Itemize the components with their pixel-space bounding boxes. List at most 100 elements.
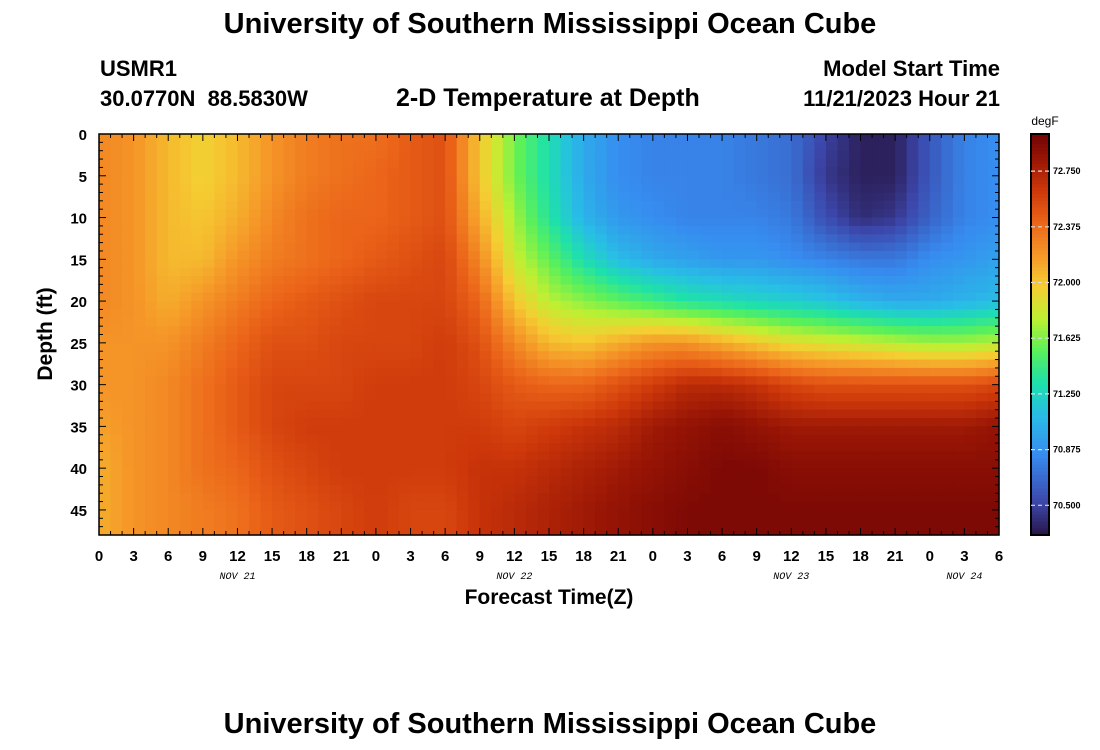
heatmap-cell — [699, 468, 712, 478]
heatmap-cell — [814, 509, 827, 519]
heatmap-cell — [675, 376, 689, 386]
heatmap-cell — [745, 242, 758, 252]
heatmap-cell — [145, 267, 158, 277]
heatmap-cell — [699, 459, 712, 469]
heatmap-cell — [283, 484, 296, 494]
heatmap-cell — [318, 326, 331, 336]
heatmap-cell — [514, 384, 527, 394]
heatmap-cell — [918, 367, 931, 377]
heatmap-cell — [756, 459, 769, 469]
heatmap-cell — [583, 418, 596, 427]
heatmap-cell — [202, 526, 215, 536]
heatmap-cell — [837, 493, 850, 503]
heatmap-cell — [895, 142, 908, 152]
heatmap-cell — [860, 292, 873, 302]
heatmap-cell — [814, 276, 827, 285]
heatmap-cell — [895, 159, 908, 169]
heatmap-cell — [445, 518, 458, 528]
heatmap-cell — [964, 209, 977, 219]
heatmap-cell — [687, 476, 700, 486]
heatmap-cell — [618, 384, 631, 394]
heatmap-cell — [306, 426, 319, 436]
heatmap-cell — [779, 451, 792, 461]
heatmap-cell — [260, 200, 273, 210]
heatmap-cell — [549, 209, 562, 219]
heatmap-cell — [145, 217, 158, 227]
heatmap-cell — [110, 234, 123, 244]
heatmap-cell — [860, 376, 873, 386]
heatmap-cell — [122, 217, 135, 227]
heatmap-cell — [422, 376, 435, 386]
heatmap-cell — [133, 392, 146, 402]
heatmap-cell — [629, 150, 642, 160]
heatmap-cell — [537, 200, 550, 210]
heatmap-cell — [906, 342, 919, 352]
heatmap-cell — [872, 501, 885, 511]
heatmap-cell — [756, 526, 769, 536]
heatmap-cell — [733, 468, 746, 478]
heatmap-cell — [156, 334, 169, 344]
heatmap-cell — [399, 376, 412, 386]
heatmap-cell — [941, 468, 954, 478]
heatmap-cell — [387, 292, 400, 302]
heatmap-cell — [929, 259, 942, 269]
heatmap-cell — [699, 150, 712, 160]
heatmap-cell — [156, 392, 169, 402]
heatmap-cell — [618, 309, 631, 319]
heatmap-cell — [364, 317, 377, 327]
heatmap-cell — [710, 134, 723, 143]
heatmap-cell — [456, 418, 469, 427]
heatmap-cell — [329, 267, 342, 277]
heatmap-cell — [168, 434, 181, 444]
heatmap-cell — [491, 526, 504, 536]
heatmap-cell — [145, 242, 158, 252]
heatmap-cell — [964, 392, 977, 402]
heatmap-cell — [410, 234, 423, 244]
heatmap-cell — [802, 142, 815, 152]
heatmap-cell — [433, 284, 446, 294]
heatmap-cell — [595, 426, 608, 436]
heatmap-cell — [214, 284, 227, 294]
heatmap-cell — [664, 217, 677, 227]
heatmap-cell — [652, 184, 665, 194]
heatmap-cell — [595, 468, 608, 478]
heatmap-cell — [560, 217, 573, 227]
heatmap-cell — [687, 301, 700, 311]
heatmap-cell — [745, 451, 758, 461]
colorbar-segment — [1031, 491, 1049, 496]
heatmap-cell — [468, 392, 481, 402]
heatmap-cell — [387, 234, 400, 244]
heatmap-cell — [110, 192, 123, 202]
heatmap-cell — [987, 426, 1000, 436]
heatmap-cell — [825, 426, 839, 436]
heatmap-cell — [768, 501, 781, 511]
heatmap-cell — [652, 209, 665, 219]
heatmap-cell — [433, 443, 446, 453]
heatmap-cell — [883, 175, 896, 185]
heatmap-cell — [906, 159, 919, 169]
heatmap-cell — [652, 309, 665, 319]
heatmap-cell — [456, 426, 469, 436]
heatmap-cell — [122, 518, 135, 528]
heatmap-cell — [987, 518, 1000, 528]
heatmap-cell — [329, 493, 342, 503]
heatmap-cell — [99, 359, 112, 369]
heatmap-cell — [710, 292, 723, 302]
heatmap-cell — [814, 392, 827, 402]
heatmap-cell — [502, 259, 515, 269]
heatmap-cell — [583, 259, 596, 269]
heatmap-cell — [641, 401, 654, 411]
heatmap-cell — [318, 401, 331, 411]
heatmap-cell — [849, 242, 862, 252]
heatmap-cell — [272, 376, 285, 386]
heatmap-cell — [929, 175, 942, 185]
colorbar-segment — [1031, 488, 1049, 493]
heatmap-cell — [595, 309, 608, 319]
heatmap-cell — [445, 459, 458, 469]
heatmap-cell — [664, 468, 677, 478]
heatmap-cell — [918, 426, 931, 436]
heatmap-cell — [791, 359, 804, 369]
heatmap-cell — [479, 418, 492, 427]
heatmap-cell — [641, 434, 654, 444]
heatmap-cell — [941, 484, 954, 494]
